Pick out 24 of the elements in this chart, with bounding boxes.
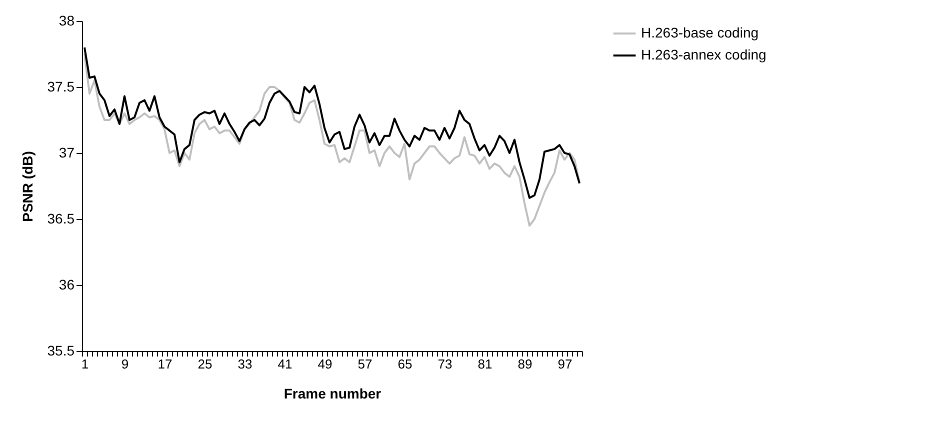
x-axis-title: Frame number — [284, 386, 382, 402]
y-tick-label: 37 — [58, 144, 75, 160]
x-tick-label: 17 — [158, 356, 172, 372]
x-tick-label: 65 — [398, 356, 412, 372]
x-tick-label: 25 — [198, 356, 212, 372]
legend-label: H.263-base coding — [641, 24, 759, 40]
x-tick-label: 97 — [558, 356, 572, 372]
x-tick-label: 1 — [81, 356, 89, 372]
y-tick-label: 37.5 — [47, 78, 75, 94]
line-series — [84, 53, 580, 227]
x-tick-label: 57 — [358, 356, 372, 372]
y-axis-title: PSNR (dB) — [19, 151, 36, 222]
x-tick-label: 81 — [478, 356, 492, 372]
x-tick-label: 41 — [278, 356, 292, 372]
y-tick-label: 38 — [58, 12, 75, 28]
x-tick-label: 73 — [438, 356, 452, 372]
y-tick-label: 36 — [58, 276, 75, 292]
x-tick-label: 9 — [121, 356, 129, 372]
y-tick-label: 35.5 — [47, 342, 75, 358]
y-tick-label: 36.5 — [47, 210, 75, 226]
x-tick-label: 49 — [318, 356, 332, 372]
legend-label: H.263-annex coding — [641, 46, 766, 62]
x-tick-label: 89 — [518, 356, 532, 372]
x-tick-label: 33 — [238, 356, 252, 372]
